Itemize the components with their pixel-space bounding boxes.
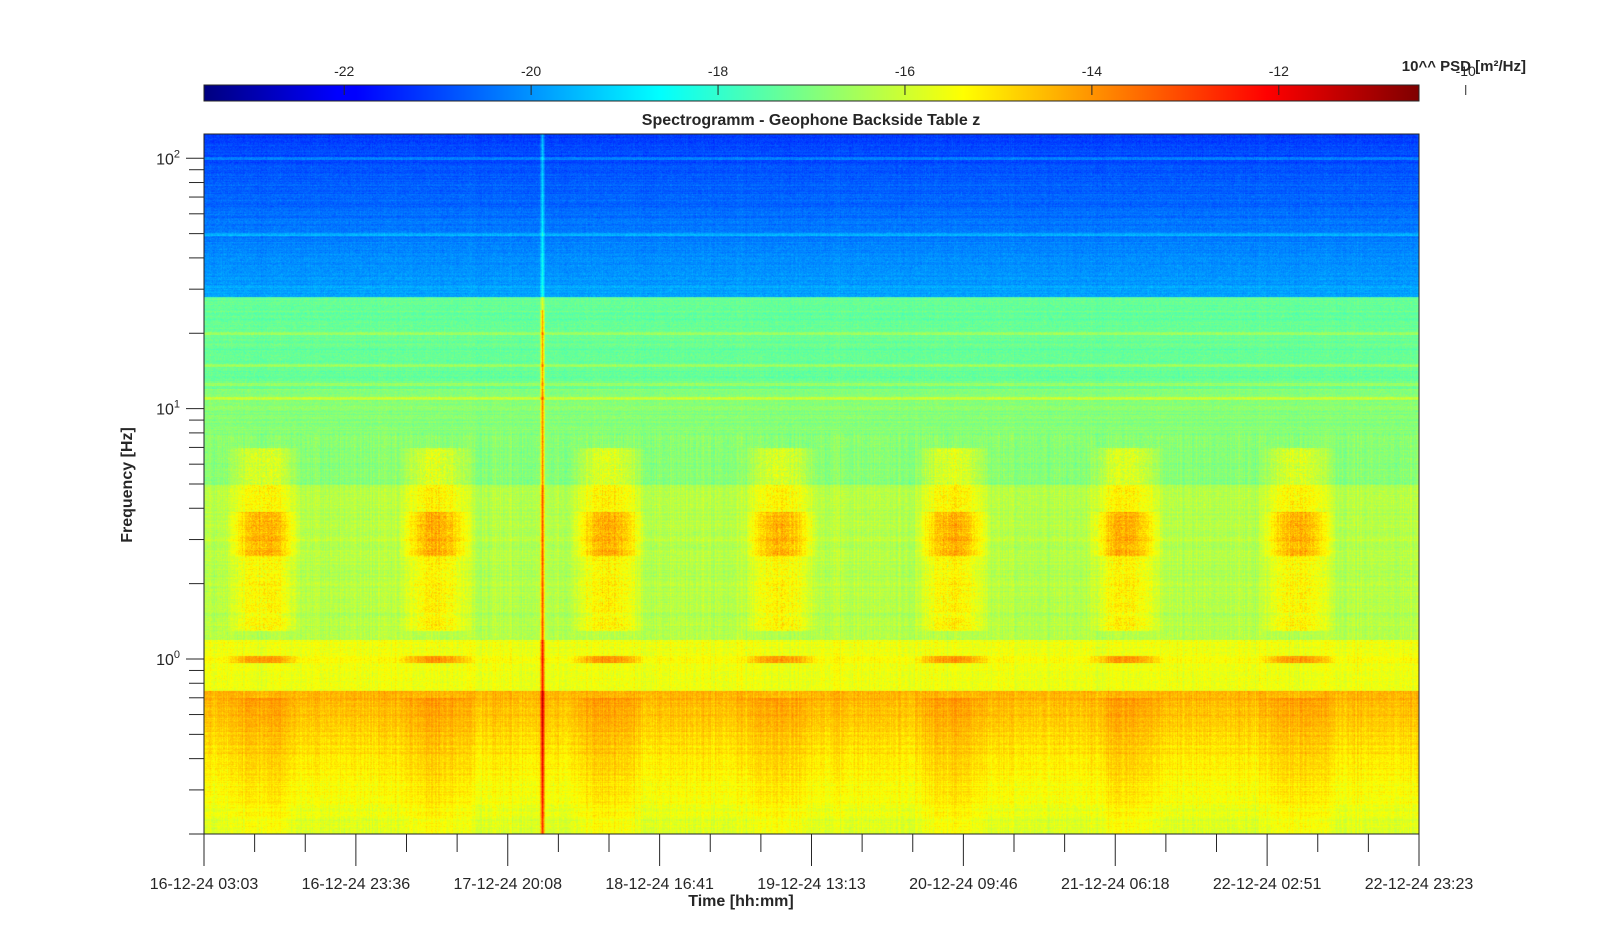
chart-title: Spectrogramm - Geophone Backside Table z — [642, 112, 980, 129]
colorbar-tick-label: -12 — [1269, 63, 1289, 79]
y-tick-label: 102 — [156, 148, 180, 168]
x-axis: 16-12-24 03:03 16-12-24 23:36 17-12-24 20:… — [150, 834, 1474, 893]
x-tick-label: 20-12-24 09:46 — [909, 876, 1018, 893]
colorbar-tick-label: -22 — [334, 63, 354, 79]
x-tick-label: 22-12-24 02:51 — [1213, 876, 1322, 893]
x-tick-label: 21-12-24 06:18 — [1061, 876, 1170, 893]
plot-area — [203, 133, 1420, 835]
colorbar-tick-label: -16 — [895, 63, 915, 79]
colorbar-gradient — [203, 84, 1420, 102]
colorbar-tick-label: -10 — [1456, 63, 1476, 79]
x-tick-label: 18-12-24 16:41 — [605, 876, 714, 893]
x-axis-label: Time [hh:mm] — [688, 893, 793, 910]
x-tick-label: 22-12-24 23:23 — [1365, 876, 1474, 893]
y-tick-label: 100 — [156, 649, 180, 669]
colorbar-tick-label: -14 — [1082, 63, 1102, 79]
y-tick-label: 101 — [156, 399, 180, 419]
x-tick-label: 19-12-24 13:13 — [757, 876, 866, 893]
colorbar-ticks: -22 -20 -18 -16 -14 -12 -10 — [334, 63, 1476, 95]
y-axis: 100 101 102 — [156, 148, 204, 835]
x-tick-label: 16-12-24 03:03 — [150, 876, 259, 893]
colorbar-label: 10^^ PSD [m²/Hz] — [1402, 58, 1526, 75]
x-tick-label: 17-12-24 20:08 — [453, 876, 562, 893]
colorbar-tick-label: -20 — [521, 63, 541, 79]
y-axis-label: Frequency [Hz] — [119, 427, 136, 543]
spectrogram-heatmap — [204, 134, 1419, 834]
x-tick-label: 16-12-24 23:36 — [302, 876, 411, 893]
colorbar: -22 -20 -18 -16 -14 -12 -10 10^^ PSD [m²/Hz] — [203, 58, 1526, 102]
colorbar-tick-label: -18 — [708, 63, 728, 79]
